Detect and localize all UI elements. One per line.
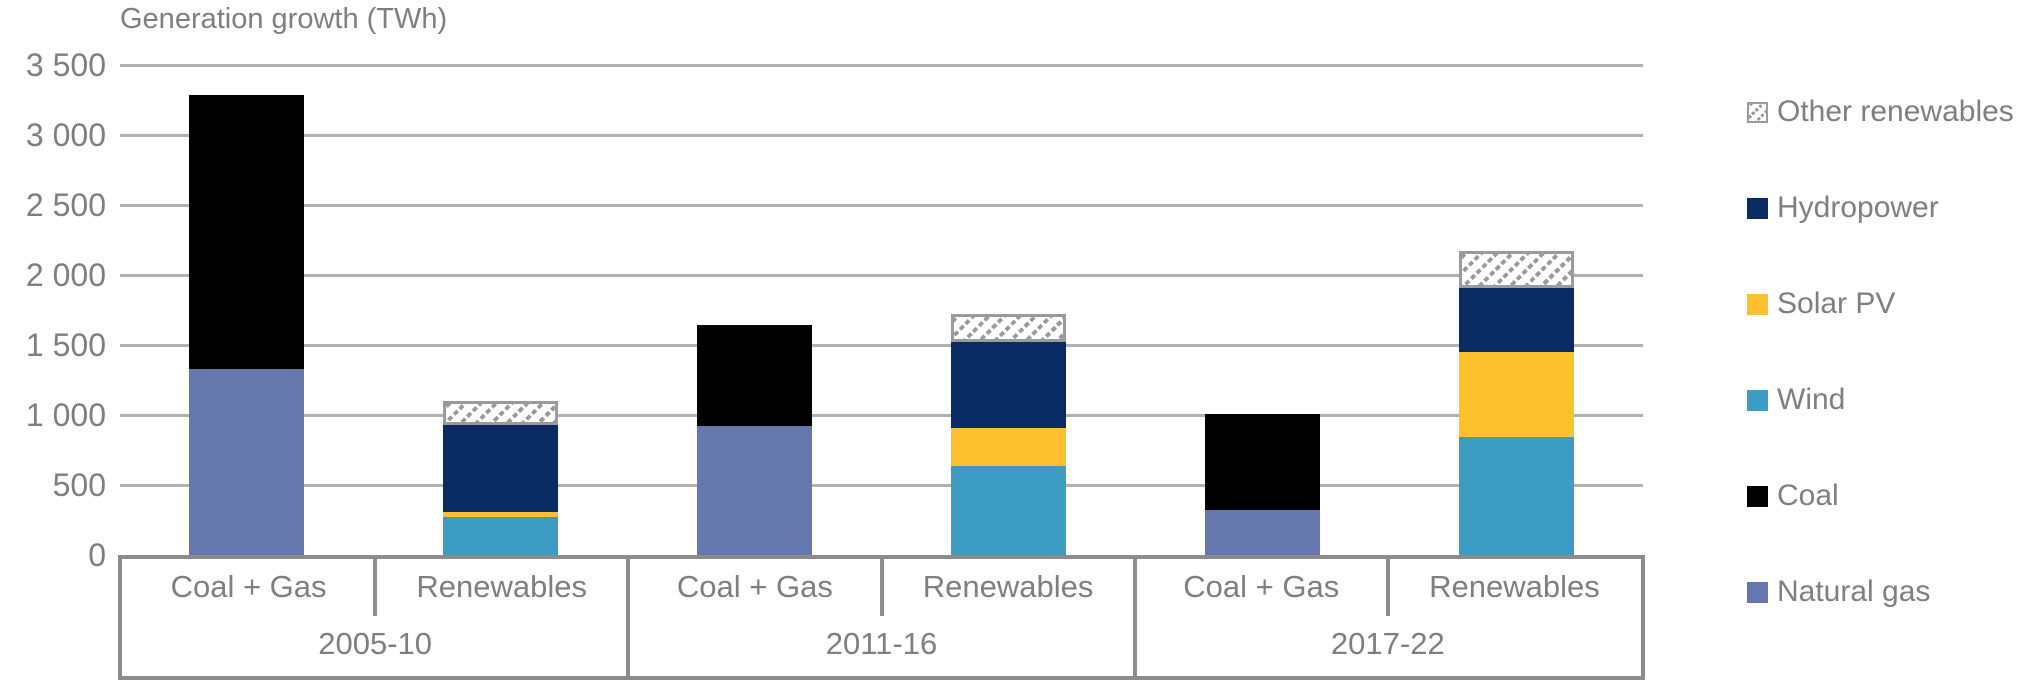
category-label: Renewables	[922, 568, 1094, 604]
legend-item-solar-pv: Solar PV	[1747, 287, 2014, 321]
segment-solar-pv	[950, 428, 1066, 467]
category-label: Coal + Gas	[170, 568, 327, 604]
segment-solar-pv	[1458, 352, 1574, 438]
wind-swatch-icon	[1747, 389, 1768, 411]
segment-wind	[1458, 437, 1574, 555]
legend-label: Hydropower	[1777, 191, 1939, 224]
segment-natural-gas	[1204, 510, 1320, 555]
legend: Other renewables Hydropower Solar PV Win…	[1747, 95, 2014, 609]
y-tick-label: 1 000	[25, 397, 106, 433]
category-divider	[879, 559, 884, 616]
group-divider	[1132, 559, 1137, 676]
period-label: 2017-22	[1330, 626, 1445, 661]
gridline	[120, 414, 1643, 417]
hatch-swatch-icon	[1747, 101, 1768, 123]
bar-2011-16-coal-gas	[697, 325, 813, 555]
natural-gas-swatch-icon	[1747, 581, 1768, 603]
segment-other-renewables	[443, 401, 559, 425]
segment-coal	[1204, 413, 1320, 511]
legend-item-natural-gas: Natural gas	[1747, 575, 2014, 609]
bar-2017-22-coal-gas	[1204, 413, 1320, 555]
legend-label: Solar PV	[1777, 287, 1896, 320]
solar-pv-swatch-icon	[1747, 293, 1768, 315]
legend-item-hydropower: Hydropower	[1747, 191, 2014, 225]
category-divider	[373, 559, 378, 616]
group-divider	[626, 559, 631, 676]
period-label: 2011-16	[825, 626, 938, 661]
y-tick-label: 0	[88, 537, 106, 573]
category-label: Renewables	[416, 568, 588, 604]
legend-item-wind: Wind	[1747, 383, 2014, 417]
category-label: Coal + Gas	[1183, 568, 1340, 604]
y-tick-label: 2 000	[25, 257, 106, 293]
coal-swatch-icon	[1747, 485, 1768, 507]
bar-2005-10-coal-gas	[189, 95, 305, 555]
legend-label: Natural gas	[1777, 575, 1931, 608]
legend-item-other-renewables: Other renewables	[1747, 95, 2014, 129]
hydropower-swatch-icon	[1747, 197, 1768, 219]
gridline	[120, 344, 1643, 347]
legend-label: Wind	[1777, 383, 1846, 416]
bar-2005-10-renewables	[443, 401, 559, 555]
segment-wind	[443, 517, 559, 555]
segment-other-renewables	[1458, 251, 1574, 288]
category-divider	[1385, 559, 1390, 616]
segment-solar-pv	[443, 512, 559, 518]
category-label: Renewables	[1429, 568, 1600, 604]
bar-2011-16-renewables	[950, 313, 1066, 555]
category-label: Coal + Gas	[676, 568, 833, 604]
legend-label: Other renewables	[1777, 95, 2014, 128]
segment-wind	[950, 466, 1066, 555]
y-tick-label: 500	[52, 467, 106, 503]
legend-label: Coal	[1777, 479, 1839, 512]
gridline	[120, 64, 1643, 67]
bar-2017-22-renewables	[1458, 251, 1574, 555]
gridline	[120, 274, 1643, 277]
y-tick-label: 2 500	[25, 187, 106, 223]
chart-title: Generation growth (TWh)	[120, 3, 448, 35]
gridline	[120, 134, 1643, 137]
x-axis-label-box: Coal + Gas Renewables Coal + Gas Renewab…	[118, 555, 1645, 680]
segment-hydropower	[950, 341, 1066, 429]
segment-other-renewables	[950, 313, 1066, 342]
segment-natural-gas	[189, 368, 305, 555]
y-tick-label: 3 000	[25, 117, 106, 153]
y-tick-label: 1 500	[25, 327, 106, 363]
y-tick-label: 3 500	[25, 47, 106, 83]
segment-hydropower	[1458, 287, 1574, 352]
segment-natural-gas	[697, 426, 813, 555]
segment-coal	[189, 95, 305, 369]
legend-item-coal: Coal	[1747, 479, 2014, 513]
segment-coal	[697, 325, 813, 427]
period-label: 2005-10	[318, 626, 433, 661]
gridline	[120, 204, 1643, 207]
gridline	[120, 484, 1643, 487]
segment-hydropower	[443, 424, 559, 513]
